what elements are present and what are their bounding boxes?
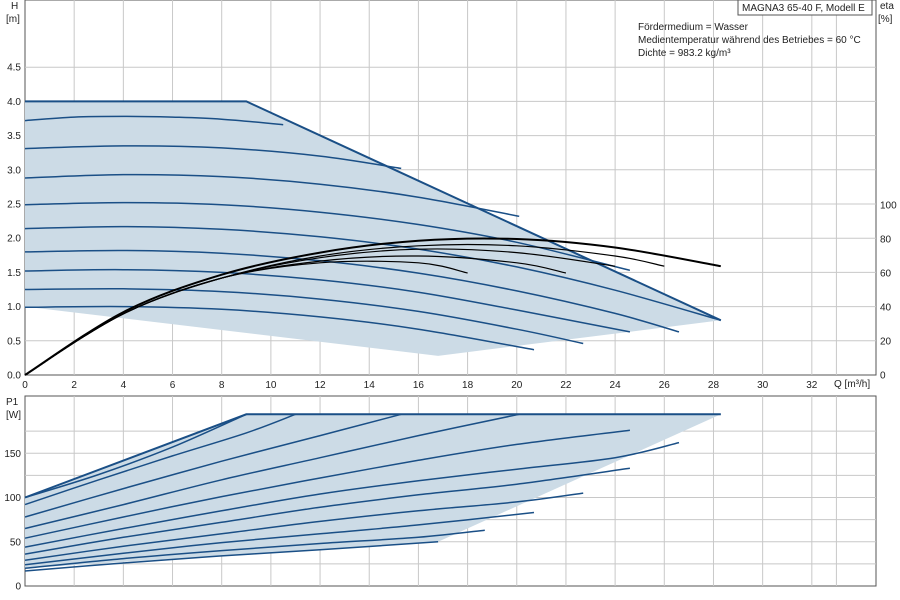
model-label: MAGNA3 65-40 F, Modell E (742, 3, 865, 14)
head-curve-7 (24, 268, 631, 333)
power-curve-9 (24, 511, 535, 566)
head-axis-label: H (11, 1, 18, 12)
y-tick-label: 0.0 (7, 371, 21, 382)
head-curve-6 (24, 249, 680, 333)
head-curve-9 (24, 305, 535, 351)
power-curve-6 (24, 441, 680, 548)
power-curve-1 (24, 413, 247, 499)
head-max-line (25, 100, 722, 322)
eta-tick-label: 60 (880, 269, 892, 280)
x-tick-label: 22 (560, 380, 572, 391)
x-tick-label: 6 (170, 380, 176, 391)
x-tick-label: 10 (265, 380, 277, 391)
y-tick-label: 0.5 (7, 336, 21, 347)
eta-tick-label: 40 (880, 303, 892, 314)
x-tick-label: 8 (219, 380, 225, 391)
density-info: Dichte = 983.2 kg/m³ (638, 48, 731, 59)
y-tick-label: 3.5 (7, 131, 21, 142)
y-tick-label: 2.5 (7, 200, 21, 211)
x-tick-label: 18 (462, 380, 474, 391)
flow-axis-label: Q [m³/h] (834, 379, 870, 390)
y-tick-label: 3.0 (7, 165, 21, 176)
eta-axis-unit: [%] (878, 14, 893, 25)
temperature-info: Medientemperatur während des Betriebes =… (638, 35, 861, 46)
head-curve-8 (24, 287, 584, 345)
power-curve-11 (24, 541, 439, 572)
head-operating-area (25, 100, 722, 356)
eta-axis-label: eta (880, 1, 894, 12)
y-tick-label: 4.5 (7, 63, 21, 74)
efficiency-curves (24, 237, 721, 376)
power-envelope (25, 414, 721, 569)
model-label-box (737, 0, 873, 16)
y-tick-label: 1.5 (7, 268, 21, 279)
eta-tick-label: 0 (880, 371, 886, 382)
power-curves (24, 413, 680, 572)
eta-tick-label: 20 (880, 337, 892, 348)
power-tick-label: 50 (10, 537, 22, 548)
x-tick-label: 14 (364, 380, 376, 391)
x-tick-label: 32 (806, 380, 818, 391)
power-axis-label: P1 (6, 397, 19, 408)
x-tick-label: 0 (22, 380, 28, 391)
power-curve-5 (24, 429, 630, 539)
x-tick-label: 2 (71, 380, 77, 391)
head-curve-4 (24, 201, 631, 272)
power-tick-label: 100 (4, 493, 21, 504)
power-curve-2 (24, 413, 296, 506)
x-tick-label: 28 (708, 380, 720, 391)
x-tick-label: 16 (413, 380, 425, 391)
power-tick-label: 0 (15, 582, 21, 593)
power-curve-10 (24, 529, 485, 570)
head-curve-1 (24, 115, 284, 126)
power-tick-label: 150 (4, 449, 21, 460)
power-plot-frame (24, 395, 877, 587)
head-axis-unit: [m] (6, 14, 20, 25)
head-curve-2 (24, 145, 402, 170)
y-tick-label: 1.0 (7, 302, 21, 313)
head-axis-ticks: 0 2 4 6 8 10 12 14 16 18 20 22 24 26 28 30 320.00.51.01.… (7, 63, 897, 391)
x-tick-label: 30 (757, 380, 769, 391)
power-axis-unit: [W] (6, 410, 21, 421)
x-tick-label: 12 (314, 380, 326, 391)
x-tick-label: 26 (659, 380, 671, 391)
eta-curve-4 (24, 243, 665, 376)
power-curve-4 (24, 413, 520, 530)
y-tick-label: 4.0 (7, 97, 21, 108)
x-tick-label: 4 (121, 380, 127, 391)
eta-curve-5 (24, 237, 721, 376)
eta-tick-label: 100 (880, 201, 897, 212)
medium-info: Fördermedium = Wasser (638, 22, 749, 33)
x-tick-label: 24 (610, 380, 622, 391)
head-envelope (25, 101, 721, 356)
power-curve-8 (24, 492, 584, 562)
power-axis-ticks: 0 50 100 150 (4, 449, 21, 593)
power-curve-7 (24, 467, 631, 555)
y-tick-label: 2.0 (7, 234, 21, 245)
power-curve-3 (24, 413, 402, 518)
eta-tick-label: 80 (880, 235, 892, 246)
x-tick-label: 20 (511, 380, 523, 391)
head-curve-3 (24, 173, 520, 218)
